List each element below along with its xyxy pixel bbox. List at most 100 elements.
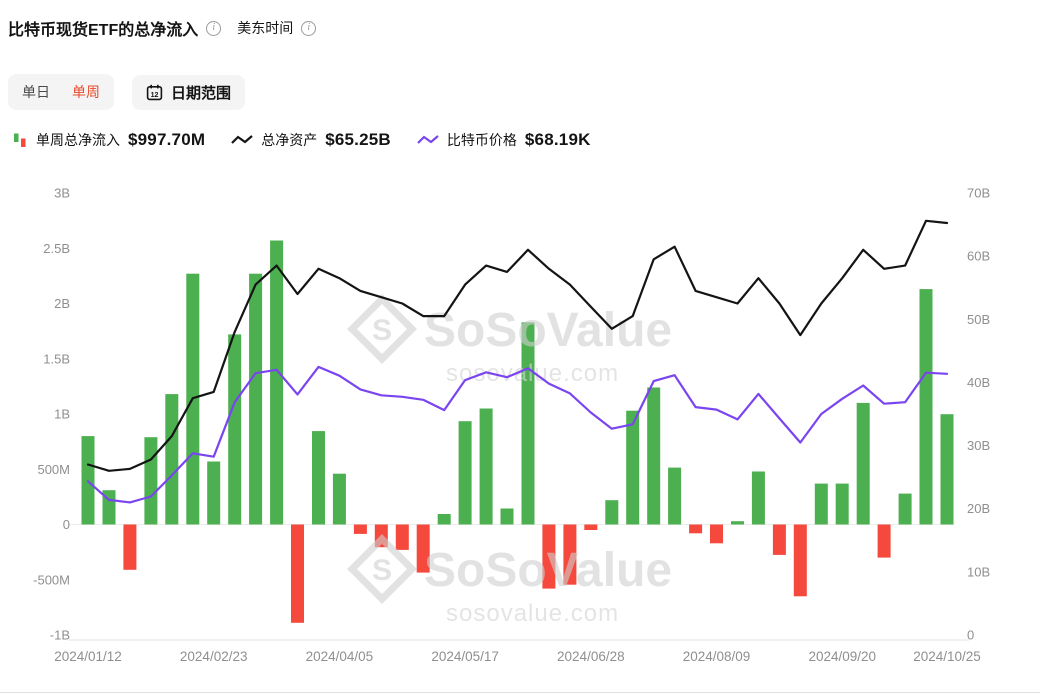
x-axis-tick-label: 2024/06/28 <box>557 649 625 664</box>
inflow-bar[interactable] <box>940 414 954 525</box>
x-axis-tick-label: 2024/08/09 <box>683 649 751 664</box>
inflow-bar[interactable] <box>668 467 682 525</box>
chart-plot[interactable]: S SoSoValue sosovalue.com S SoSoValue so… <box>0 178 1040 683</box>
right-axis-tick-label: 50B <box>967 312 990 327</box>
inflow-bar[interactable] <box>919 289 933 525</box>
axes-layer: 3B 2.5B 2B 1.5B 1B 500M 0 -500M -1B 70B 60B 50B 40B 3… <box>33 186 990 665</box>
assets-line <box>86 219 949 472</box>
watermark-upper: S SoSoValue sosovalue.com <box>347 294 672 387</box>
inflow-bar[interactable] <box>542 524 556 589</box>
right-axis-tick-label: 40B <box>967 375 990 390</box>
lines-layer <box>86 219 949 504</box>
right-axis-tick-label: 20B <box>967 501 990 516</box>
inflow-bar[interactable] <box>856 402 870 525</box>
legend-price-value: $68.19K <box>524 130 591 149</box>
inflow-bar[interactable] <box>395 524 409 550</box>
inflow-bar[interactable] <box>500 508 514 525</box>
timezone-label: 美东时间 <box>237 20 294 36</box>
inflow-bar[interactable] <box>793 524 807 597</box>
sosovalue-logo-icon <box>347 534 417 604</box>
inflow-bar[interactable] <box>123 524 137 570</box>
calendar-icon: 12 <box>146 84 163 100</box>
x-axis-tick-label: 2024/10/25 <box>913 649 981 664</box>
inflow-bar[interactable] <box>228 334 242 525</box>
inflow-bar[interactable] <box>270 240 284 525</box>
left-axis-tick-label: 2B <box>54 296 70 311</box>
bottom-divider <box>0 692 1040 693</box>
inflow-bar[interactable] <box>416 524 430 573</box>
date-range-button[interactable]: 12 日期范围 <box>132 74 246 110</box>
period-toggle: 单日 单周 <box>8 74 114 110</box>
x-axis-tick-label: 2024/09/20 <box>808 649 876 664</box>
watermark-domain-text: sosovalue.com <box>446 600 619 627</box>
page-title: 比特币现货ETF的总净流入 <box>8 22 199 39</box>
inflow-bar[interactable] <box>332 473 346 525</box>
legend-inflow-label: 单周总净流入 <box>36 132 120 148</box>
left-axis-tick-label: 1.5B <box>43 351 70 366</box>
inflow-bar[interactable] <box>563 524 577 585</box>
x-axis-tick-label: 2024/04/05 <box>306 649 374 664</box>
left-axis-tick-label: 500M <box>37 462 70 477</box>
inflow-bar[interactable] <box>835 483 849 525</box>
inflow-bar[interactable] <box>521 322 535 525</box>
inflow-bar[interactable] <box>165 394 179 525</box>
inflow-bar[interactable] <box>353 524 367 534</box>
title-info-icon[interactable]: i <box>206 20 222 36</box>
inflow-bar[interactable] <box>898 493 912 525</box>
tab-weekly[interactable]: 单周 <box>72 84 100 100</box>
left-axis-tick-label: 3B <box>54 186 70 201</box>
date-range-label: 日期范围 <box>171 84 232 102</box>
left-axis-tick-label: 0 <box>63 517 70 532</box>
sosovalue-logo-letter: S <box>372 554 392 587</box>
legend-inflow-value: $997.70M <box>128 130 206 149</box>
inflow-bar[interactable] <box>751 471 765 525</box>
legend-price-label: 比特币价格 <box>446 132 517 148</box>
svg-text:12: 12 <box>151 92 159 99</box>
legend-item-price[interactable]: 比特币价格 $68.19K <box>417 130 591 150</box>
right-axis-tick-label: 10B <box>967 564 990 579</box>
left-axis-tick-label: 1B <box>54 407 70 422</box>
right-axis-tick-label: 60B <box>967 249 990 264</box>
inflow-bar[interactable] <box>814 483 828 525</box>
inflow-bar[interactable] <box>312 431 325 525</box>
watermark-brand-text: SoSoValue <box>424 304 672 357</box>
x-axis-tick-label: 2024/02/23 <box>180 649 248 664</box>
inflow-bar[interactable] <box>605 500 619 525</box>
legend-item-assets[interactable]: 总净资产 $65.25B <box>231 130 391 150</box>
inflow-bar[interactable] <box>479 408 493 525</box>
legend-item-inflow[interactable]: 单周总净流入 $997.70M <box>12 130 205 150</box>
chart-area: S SoSoValue sosovalue.com S SoSoValue so… <box>0 178 1040 683</box>
bar-series-icon <box>14 133 26 147</box>
timezone-info-icon[interactable]: i <box>301 20 317 36</box>
legend: 单周总净流入 $997.70M 总净资产 $65.25B 比特币价格 $68.1… <box>12 130 591 150</box>
x-axis-tick-label: 2024/05/17 <box>431 649 499 664</box>
inflow-bar[interactable] <box>458 421 472 525</box>
legend-assets-value: $65.25B <box>325 130 391 149</box>
inflow-bar[interactable] <box>291 524 304 623</box>
inflow-bar[interactable] <box>102 490 116 525</box>
left-axis-tick-label: -500M <box>33 572 70 587</box>
inflow-bar[interactable] <box>207 461 221 525</box>
header: 比特币现货ETF的总净流入 i 美东时间 i <box>8 16 317 40</box>
inflow-bar[interactable] <box>710 524 723 544</box>
watermark-domain-text: sosovalue.com <box>446 360 619 387</box>
controls-row: 单日 单周 12 日期范围 <box>8 74 246 110</box>
tab-daily[interactable]: 单日 <box>22 84 50 100</box>
inflow-bar[interactable] <box>772 524 786 555</box>
inflow-bar[interactable] <box>249 273 263 525</box>
inflow-bar[interactable] <box>437 514 451 525</box>
legend-assets-label: 总净资产 <box>261 132 318 148</box>
inflow-bar[interactable] <box>144 437 158 525</box>
x-axis-tick-label: 2024/01/12 <box>54 649 122 664</box>
right-axis-tick-label: 0 <box>967 628 974 643</box>
inflow-bar[interactable] <box>877 524 891 558</box>
inflow-bar[interactable] <box>584 524 598 531</box>
watermark-lower: S SoSoValue sosovalue.com <box>347 534 672 627</box>
inflow-bar[interactable] <box>731 521 744 525</box>
inflow-bar[interactable] <box>689 524 703 534</box>
watermark-brand-text: SoSoValue <box>424 544 672 597</box>
inflow-bar[interactable] <box>647 387 661 525</box>
right-axis-tick-label: 70B <box>967 186 990 201</box>
left-axis-tick-label: 2.5B <box>43 241 70 256</box>
inflow-bar[interactable] <box>626 410 640 525</box>
